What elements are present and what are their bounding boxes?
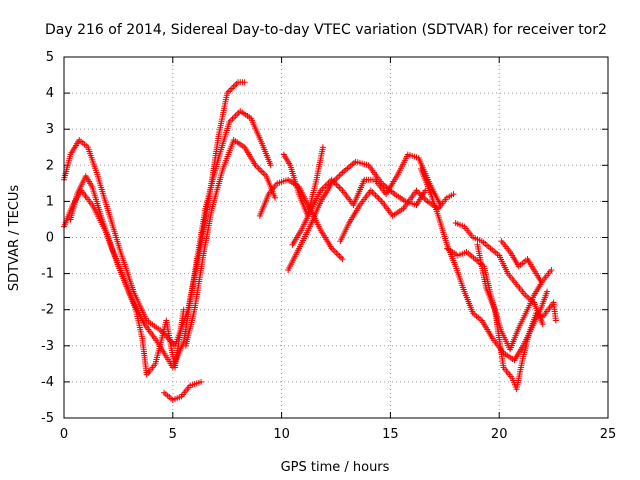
data-point (548, 266, 555, 273)
data-point (272, 194, 279, 201)
data-point (537, 277, 544, 284)
series-sat-track-9 (285, 158, 429, 273)
data-point (336, 172, 343, 179)
data-point (544, 288, 551, 295)
data-point (372, 192, 379, 199)
data-point (230, 83, 237, 90)
axis-ticks: 0 5 10 15 20 25 -5 -4 -3 -2 -1 0 1 2 3 4 5 (41, 50, 616, 442)
data-point (255, 165, 262, 172)
series-sat-track-3 (67, 173, 187, 378)
data-point (336, 184, 343, 191)
data-point (241, 79, 248, 86)
data-point (331, 248, 338, 255)
data-point (333, 249, 340, 256)
data-point (377, 196, 384, 203)
data-point (227, 87, 234, 94)
series-sat-track-10 (337, 187, 457, 245)
data-point (254, 163, 261, 170)
data-point (231, 114, 238, 121)
y-axis-label: SDTVAR / TECUs (7, 185, 22, 292)
data-point (339, 256, 346, 263)
x-tick-label: 20 (491, 427, 508, 442)
data-point (260, 170, 267, 177)
chart-title: Day 216 of 2014, Sidereal Day-to-day VTE… (45, 22, 607, 38)
series-sat-track-15 (498, 238, 544, 284)
data-point (267, 162, 274, 169)
data-point (330, 246, 337, 253)
x-tick-label: 15 (382, 427, 399, 442)
y-tick-label: -4 (41, 375, 54, 390)
series-sat-track-4 (161, 378, 205, 403)
series-sat-track-5 (182, 137, 279, 349)
x-axis-label: GPS time / hours (281, 460, 390, 475)
series-sat-track-1 (61, 79, 248, 349)
data-point (552, 317, 559, 324)
data-point (258, 168, 265, 175)
data-point (228, 85, 235, 92)
x-tick-label: 10 (273, 427, 290, 442)
data-point (539, 321, 546, 328)
y-tick-label: -1 (41, 267, 54, 282)
data-point (336, 253, 343, 260)
data-point (334, 182, 341, 189)
y-tick-label: 4 (46, 86, 54, 101)
y-tick-label: 3 (46, 122, 54, 137)
data-point (233, 80, 240, 87)
y-tick-label: 2 (46, 158, 54, 173)
data-point (319, 144, 326, 151)
data-point (337, 171, 344, 178)
y-tick-label: -3 (41, 339, 54, 354)
data-point (337, 254, 344, 261)
x-tick-label: 25 (600, 427, 617, 442)
data-point (374, 193, 381, 200)
plot-frame (63, 56, 609, 419)
data-point (375, 195, 382, 202)
x-tick-label: 5 (169, 427, 177, 442)
y-tick-label: 0 (46, 231, 54, 246)
grid-lines (64, 57, 608, 418)
data-point (370, 190, 377, 197)
y-tick-label: -5 (41, 411, 54, 426)
series-sat-track-14 (474, 241, 559, 393)
data-point (334, 251, 341, 258)
y-tick-label: 5 (46, 50, 54, 65)
data-point (232, 112, 239, 119)
data-points (61, 79, 559, 403)
data-point (450, 191, 457, 198)
data-point (198, 378, 205, 385)
y-tick-label: -2 (41, 303, 54, 318)
series-sat-track-6 (256, 176, 346, 263)
data-point (257, 166, 264, 173)
x-tick-label: 0 (60, 427, 68, 442)
data-point (229, 115, 236, 122)
data-point (180, 306, 187, 313)
data-point (334, 174, 341, 181)
y-tick-label: 1 (46, 194, 54, 209)
data-point (231, 82, 238, 89)
data-point (337, 186, 344, 193)
